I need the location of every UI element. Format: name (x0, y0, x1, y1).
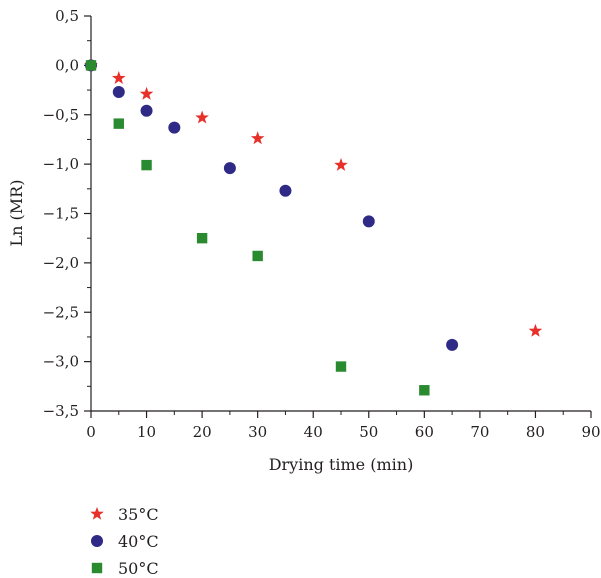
star-point (195, 110, 209, 124)
y-tick-label: −2,5 (43, 303, 79, 321)
square-point (113, 118, 124, 129)
x-axis-ticks: 0 10 20 30 40 50 60 70 80 90 (86, 411, 601, 441)
star-point (139, 86, 154, 100)
circle-point (168, 121, 181, 134)
x-tick-label: 40 (304, 423, 323, 441)
star-point (528, 323, 543, 337)
square-point (419, 385, 430, 396)
star-point (250, 131, 265, 145)
x-tick-label: 30 (248, 423, 267, 441)
y-tick-label: −3,0 (43, 353, 79, 371)
circle-point (279, 184, 292, 197)
y-tick-label: −1,0 (43, 155, 79, 173)
square-point (335, 361, 347, 372)
legend-label: 50°C (118, 559, 159, 578)
x-tick-label: 20 (193, 423, 212, 441)
square-point (141, 159, 152, 171)
square-point (85, 60, 97, 71)
x-tick-label: 60 (415, 423, 434, 441)
data-points (84, 58, 543, 396)
y-tick-label: −3,5 (43, 402, 79, 420)
y-tick-label: 0,0 (55, 56, 79, 74)
circle-point (362, 215, 375, 228)
y-axis-ticks: 0,5 0,0 −0,5 −1,0 −1,5 −2,0 −2,5 −3,0 −3,5 (43, 7, 91, 420)
y-tick-label: −0,5 (43, 106, 79, 124)
x-tick-label: 50 (359, 423, 378, 441)
star-point (334, 157, 348, 171)
legend-square-swatch (91, 562, 103, 574)
x-tick-label: 90 (581, 423, 600, 441)
x-axis-title: Drying time (min) (269, 455, 414, 474)
x-tick-label: 10 (137, 423, 156, 441)
y-tick-label: −1,5 (43, 205, 79, 223)
circle-point (446, 338, 459, 351)
y-axis-title: Ln (MR) (7, 180, 26, 247)
legend-label: 40°C (118, 532, 159, 551)
legend: 35°C 40°C 50°C (90, 505, 159, 578)
square-point (196, 232, 208, 244)
circle-point (140, 104, 153, 117)
legend-circle-swatch (91, 535, 103, 547)
square-point (252, 250, 263, 262)
plot-frame (90, 16, 591, 412)
y-tick-label: −2,0 (43, 254, 79, 272)
x-tick-label: 80 (526, 423, 545, 441)
legend-star-swatch (90, 506, 104, 520)
y-tick-label: 0,5 (55, 7, 79, 25)
star-point (111, 71, 126, 84)
x-tick-label: 70 (470, 423, 489, 441)
legend-label: 35°C (118, 505, 159, 524)
x-tick-label: 0 (86, 423, 96, 441)
circle-point (112, 86, 125, 99)
circle-point (223, 162, 236, 175)
